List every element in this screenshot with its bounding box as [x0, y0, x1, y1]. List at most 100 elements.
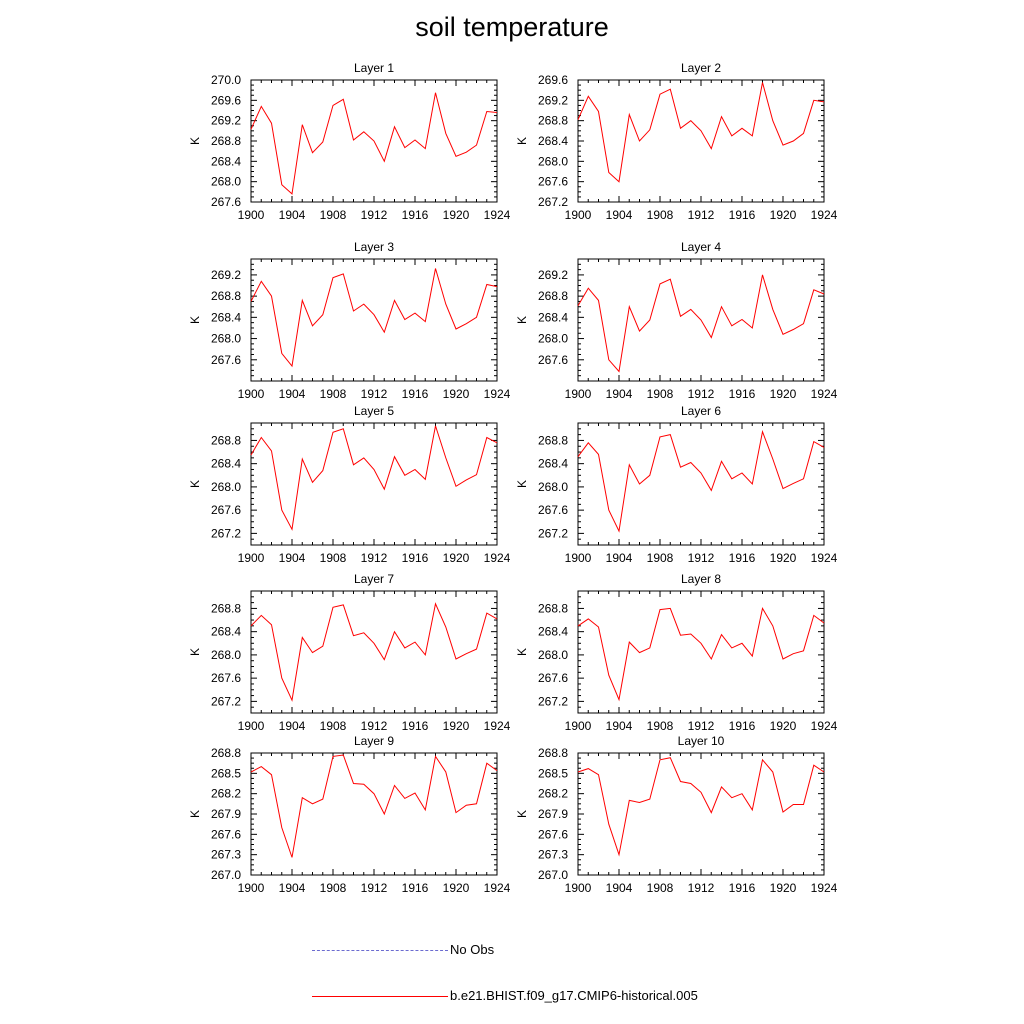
panel-9-series-line	[250, 754, 498, 858]
panel-8-ytick-label: 267.2	[538, 694, 568, 708]
panel-7-ytick-label: 268.0	[211, 648, 241, 662]
panel-2-ytick-label: 268.0	[538, 154, 568, 168]
panel-3-frame	[250, 258, 498, 382]
panel-6-xtick-label: 1912	[688, 551, 715, 565]
panel-4-ytick-label: 268.4	[538, 310, 568, 324]
panel-4-xtick-label: 1924	[811, 387, 838, 401]
panel-1-series-line	[250, 92, 498, 195]
panel-2-ytick-label: 268.4	[538, 134, 568, 148]
panel-4-xtick-label: 1916	[729, 387, 756, 401]
panel-1-xtick-label: 1900	[238, 208, 265, 222]
panel-8-ytick-label: 267.6	[538, 671, 568, 685]
panel-3-group: Layer 3 K 1900 1904 1908 1912 1916 1920 1924 267.…	[188, 240, 511, 401]
panel-6-xtick-label: 1916	[729, 551, 756, 565]
panel-8-ytick-label: 268.8	[538, 601, 568, 615]
panel-4-ytick-label: 268.8	[538, 289, 568, 303]
panel-5-xtick-label: 1912	[361, 551, 388, 565]
panel-9-ytick-label: 268.2	[211, 787, 241, 801]
panel-10-ytick-label: 268.8	[538, 746, 568, 760]
panel-5-title: Layer 5	[354, 404, 394, 418]
panel-4-title: Layer 4	[681, 240, 721, 254]
panel-7-title: Layer 7	[354, 572, 394, 586]
panel-10-frame	[577, 752, 825, 876]
panel-6-xtick-label: 1920	[770, 551, 797, 565]
panel-7-frame	[250, 590, 498, 714]
panel-6-xtick-label: 1924	[811, 551, 838, 565]
panel-4-ylabel: K	[515, 316, 529, 324]
panel-4-xtick-label: 1900	[565, 387, 592, 401]
panel-8-xtick-label: 1916	[729, 719, 756, 733]
panel-4-xtick-label: 1912	[688, 387, 715, 401]
panel-2-ytick-label: 269.2	[538, 93, 568, 107]
panel-8-xtick-label: 1912	[688, 719, 715, 733]
panel-3-ylabel: K	[188, 316, 202, 324]
panel-3-xtick-label: 1912	[361, 387, 388, 401]
panel-5-xtick-label: 1908	[320, 551, 347, 565]
panel-5-xtick-label: 1916	[402, 551, 429, 565]
panel-9-xtick-label: 1900	[238, 881, 265, 895]
panel-1-title: Layer 1	[354, 61, 394, 75]
panel-9-group: Layer 9 K 1900 1904 1908 1912 1916 1920 1924 267.…	[188, 734, 511, 895]
panel-5-ytick-label: 268.8	[211, 433, 241, 447]
panel-10-xtick-label: 1924	[811, 881, 838, 895]
panel-5-ytick-label: 268.4	[211, 457, 241, 471]
panel-1-xtick-label: 1924	[484, 208, 511, 222]
panel-10-xtick-label: 1900	[565, 881, 592, 895]
panel-10-title: Layer 10	[678, 734, 725, 748]
panel-2-xtick-label: 1904	[606, 208, 633, 222]
panel-8-xtick-label: 1900	[565, 719, 592, 733]
panel-6-xtick-label: 1904	[606, 551, 633, 565]
panel-2-ytick-label: 269.6	[538, 73, 568, 87]
panel-9-xtick-label: 1912	[361, 881, 388, 895]
panel-4-xtick-label: 1904	[606, 387, 633, 401]
panel-10-ytick-label: 267.9	[538, 807, 568, 821]
panel-2-ytick-label: 267.2	[538, 195, 568, 209]
panel-9-ylabel: K	[188, 810, 202, 818]
panel-9-xtick-label: 1924	[484, 881, 511, 895]
panel-2-xtick-label: 1908	[647, 208, 674, 222]
panel-8-xtick-label: 1924	[811, 719, 838, 733]
panel-9-xtick-label: 1916	[402, 881, 429, 895]
panel-8-ytick-label: 268.0	[538, 648, 568, 662]
panel-1-xtick-label: 1904	[279, 208, 306, 222]
panel-6-series-line	[577, 429, 825, 533]
panel-1-xtick-label: 1920	[443, 208, 470, 222]
panel-5-xtick-label: 1900	[238, 551, 265, 565]
panel-6-ytick-label: 267.2	[538, 526, 568, 540]
panel-7-group: Layer 7 K 1900 1904 1908 1912 1916 1920 1924 267.…	[188, 572, 511, 733]
panel-10-ytick-label: 267.3	[538, 848, 568, 862]
panel-8-title: Layer 8	[681, 572, 721, 586]
panel-6-group: Layer 6 K 1900 1904 1908 1912 1916 1920 1924 267.…	[515, 404, 838, 565]
panel-3-xtick-label: 1904	[279, 387, 306, 401]
panel-9-xtick-label: 1920	[443, 881, 470, 895]
panel-2-ytick-label: 268.8	[538, 114, 568, 128]
panel-1-xtick-label: 1916	[402, 208, 429, 222]
panel-10-xtick-label: 1920	[770, 881, 797, 895]
panel-5-series-line	[250, 425, 498, 531]
panel-7-xtick-label: 1916	[402, 719, 429, 733]
panel-2-xtick-label: 1924	[811, 208, 838, 222]
panel-9-xtick-label: 1904	[279, 881, 306, 895]
panel-8-xtick-label: 1904	[606, 719, 633, 733]
legend-swatch-model	[312, 996, 448, 997]
panel-5-ytick-label: 267.2	[211, 526, 241, 540]
panel-6-ytick-label: 267.6	[538, 503, 568, 517]
panel-4-group: Layer 4 K 1900 1904 1908 1912 1916 1920 1924 267.…	[515, 240, 838, 401]
panel-4-ytick-label: 267.6	[538, 353, 568, 367]
panel-8-ytick-label: 268.4	[538, 625, 568, 639]
panel-1-ytick-label: 269.6	[211, 93, 241, 107]
panel-2-group: Layer 2 K 1900 1904 1908 1912 1916 1920 1924 267.…	[515, 61, 838, 222]
panel-9-frame	[250, 752, 498, 876]
panel-5-ytick-label: 267.6	[211, 503, 241, 517]
panel-2-xtick-label: 1900	[565, 208, 592, 222]
legend-swatch-no-obs	[312, 950, 448, 952]
panel-6-ylabel: K	[515, 480, 529, 488]
panel-10-xtick-label: 1904	[606, 881, 633, 895]
panel-7-ytick-label: 267.6	[211, 671, 241, 685]
panel-5-ytick-label: 268.0	[211, 480, 241, 494]
panel-10-ylabel: K	[515, 810, 529, 818]
panel-1-xtick-label: 1912	[361, 208, 388, 222]
panel-3-xtick-label: 1916	[402, 387, 429, 401]
panel-4-ytick-label: 268.0	[538, 332, 568, 346]
